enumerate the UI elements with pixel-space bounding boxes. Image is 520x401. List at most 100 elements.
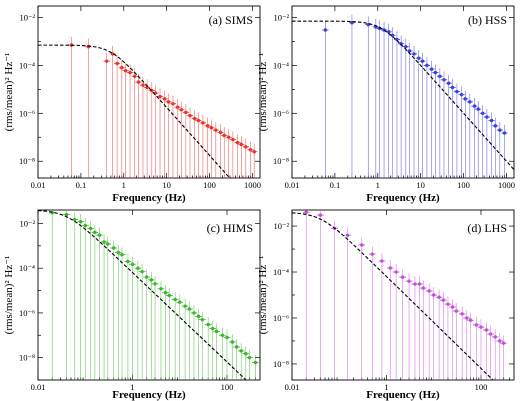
panel-a-model-curve	[38, 44, 231, 178]
panel-b-xtick-label: 10	[416, 180, 425, 190]
panel-c-point	[149, 278, 153, 282]
panel-a-point	[227, 135, 231, 139]
panel-b-point	[502, 131, 507, 135]
panel-c-point	[178, 300, 182, 304]
panel-b-point	[450, 85, 455, 90]
panel-d-point	[400, 275, 405, 279]
panel-a-point	[235, 140, 240, 145]
panel-b-point	[472, 104, 477, 108]
panel-a-point	[115, 61, 119, 66]
panel-c-point	[220, 333, 225, 337]
panel-a-point	[244, 145, 248, 149]
panel-d-point	[498, 339, 502, 343]
panel-c-point	[111, 246, 116, 250]
panel-a-point	[123, 68, 128, 73]
panel-d-ytick-label: 10⁻²	[273, 221, 289, 231]
panel-a-point	[163, 97, 167, 101]
panel-b-point	[489, 118, 494, 123]
panel-a-point	[105, 59, 109, 63]
panel-a-ytick-label: 10⁻⁴	[19, 60, 35, 70]
panel-a-title: (a) SIMS	[209, 13, 253, 27]
panel-d-point	[427, 289, 431, 293]
panel-d-point	[388, 266, 392, 270]
panel-a-xtick-label: 1	[122, 180, 126, 190]
panel-c-point	[97, 233, 102, 237]
panel-c-point	[225, 335, 229, 340]
panel-c-point	[120, 253, 124, 257]
panel-c-point	[206, 322, 210, 327]
panel-a-xtick-label: 0.1	[76, 180, 87, 190]
panel-c-point	[130, 262, 135, 266]
panel-b-point	[407, 49, 412, 53]
panel-a-point	[214, 128, 218, 132]
panel-b-title: (b) HSS	[468, 13, 507, 27]
panel-a-point	[133, 74, 137, 79]
panel-c-point	[234, 345, 239, 349]
panel-d-point	[441, 298, 446, 302]
panel-d-point	[460, 312, 464, 316]
panel-c-model-curve	[38, 210, 247, 380]
panel-d-ytick-label: 10⁻⁸	[273, 359, 289, 369]
panel-a-point	[136, 80, 141, 84]
panel-d-point	[474, 323, 479, 327]
panel-d-ytick-label: 10⁻⁴	[273, 267, 289, 277]
panel-c-point	[88, 226, 93, 231]
panel-b-point	[429, 67, 434, 71]
panel-a-xtick-label: 100	[203, 180, 216, 190]
panel-b-point	[404, 45, 408, 49]
panel-b-point	[485, 115, 489, 119]
panel-c-point	[167, 293, 171, 298]
panel-b-plot: 0.01 0.1 1 10 100 1000 10⁻⁸ 10⁻⁶ 10⁻⁴ 10⁻²	[273, 6, 515, 190]
panel-b-point	[417, 56, 421, 60]
panel-b-frame	[291, 5, 515, 179]
panel-c-point	[200, 317, 204, 322]
panel-c-ytick-label: 10⁻⁸	[19, 353, 35, 363]
panel-c-point	[73, 217, 77, 222]
panel-b-point	[412, 52, 416, 56]
panel-d-point	[417, 282, 422, 286]
panel-a-point	[179, 108, 184, 112]
panel-b-point	[463, 97, 468, 101]
panel-d-xtick-label: 1	[384, 382, 388, 392]
panel-b-point	[468, 100, 472, 104]
panel-a-point	[120, 65, 124, 70]
panel-d-point	[450, 305, 455, 309]
panel-c-point	[244, 351, 248, 356]
panel-b-point	[387, 30, 391, 34]
panel-b-xtick-label: 0.1	[330, 180, 341, 190]
panel-d-point	[468, 318, 473, 322]
panel-d: (d) LHS Frequency (Hz) (rms/mean)² Hz⁻¹	[257, 209, 515, 401]
panel-b-ytick-label: 10⁻²	[273, 12, 289, 22]
panel-d-point	[479, 325, 483, 329]
panel-d-point	[380, 259, 384, 263]
panel-b-point	[442, 78, 446, 82]
panel-b-xtick-label: 0.01	[285, 180, 300, 190]
panel-d-point	[394, 270, 398, 274]
panel-b-point	[493, 124, 498, 128]
panel-c-point	[102, 240, 106, 244]
panel-a-point	[201, 121, 205, 125]
panel-a-point	[252, 150, 256, 154]
panel-d-xlabel: Frequency (Hz)	[366, 389, 440, 401]
panel-d-point	[454, 309, 458, 313]
panel-a-xtick-label: 10	[162, 180, 171, 190]
panel-c-point	[83, 223, 87, 228]
panel-b-point	[323, 28, 328, 32]
panel-a-point	[192, 116, 197, 121]
panel-b-point	[455, 89, 459, 94]
panel-a-point	[145, 85, 149, 90]
panel-d-xtick-label: 0.01	[285, 382, 300, 392]
panel-c-ytick-label: 10⁻²	[19, 218, 35, 228]
panel-b-xtick-label: 1000	[498, 180, 515, 190]
panel-a-point	[248, 148, 253, 152]
panel-c-point	[140, 269, 144, 274]
panel-a-point	[231, 137, 235, 142]
panel-d-point	[488, 332, 493, 336]
panel-d-title: (d) LHS	[467, 221, 507, 235]
panel-d-point	[304, 210, 308, 214]
panel-c-point	[126, 259, 130, 264]
panel-a-point	[196, 118, 201, 123]
panel-d-point	[370, 252, 374, 256]
panel-c-plot: 0.01 1 100 10⁻⁸ 10⁻⁶ 10⁻⁴ 10⁻²	[19, 210, 260, 392]
panel-c-point	[145, 275, 149, 279]
